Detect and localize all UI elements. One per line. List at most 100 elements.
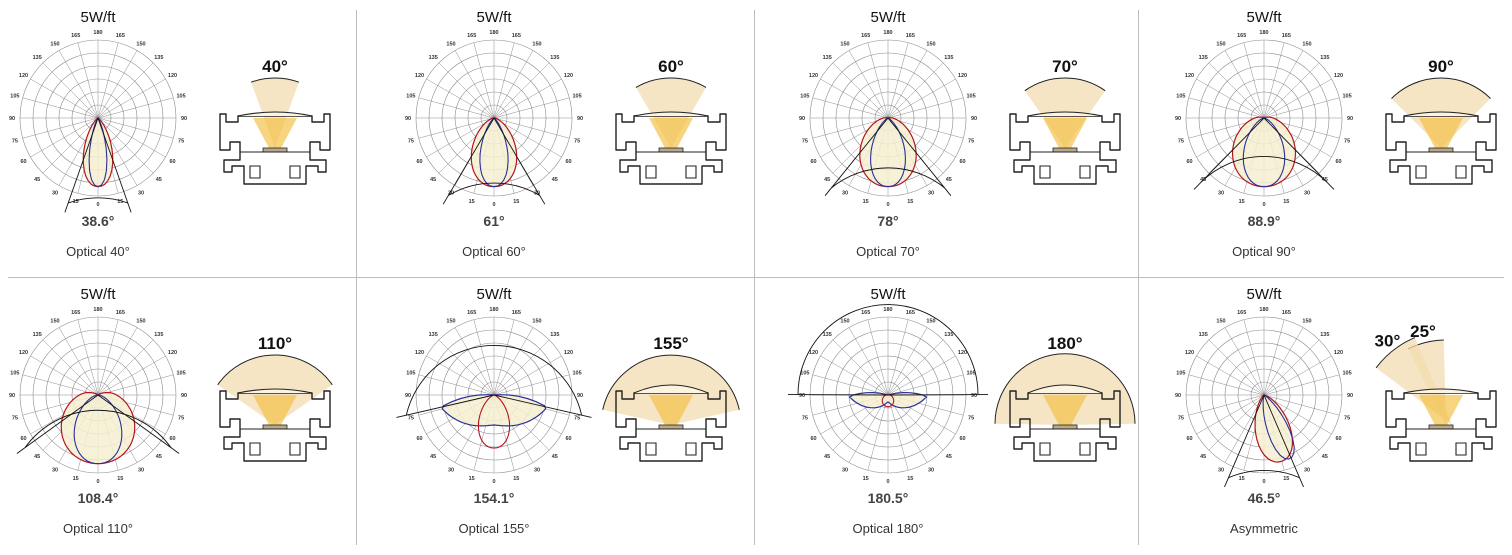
polar-tick-label: 60: [1335, 159, 1341, 165]
optic-caption: Optical 90°: [1232, 244, 1296, 259]
optic-angle-label: 110°: [258, 334, 292, 353]
polar-tick-label: 150: [926, 42, 935, 48]
polar-tick-label: 90: [181, 116, 187, 122]
beam-angle-indicator: [16, 394, 180, 454]
polar-tick-label: 15: [513, 199, 519, 205]
polar-tick-label: 45: [430, 177, 436, 183]
polar-tick-label: 0: [886, 202, 889, 208]
panel-graphic: 5W/ft 0 15 15 30 30 45 45 60 60 75 75 90 90 105 105 120 1…: [799, 9, 1121, 259]
channel-outline: [219, 390, 331, 462]
polar-tick-label: 15: [73, 476, 79, 482]
polar-tick-label: 150: [1216, 319, 1225, 325]
polar-tick-label: 150: [1302, 42, 1311, 48]
panel-graphic: 5W/ft 0 15 15 30 30 45 45 60 60 75 75 90 90 105 105 120 1…: [1175, 286, 1497, 536]
channel-slots: [249, 442, 301, 456]
divider-vertical-3: [1138, 10, 1139, 545]
polar-tick-label: 75: [574, 138, 580, 144]
optic-caption: Optical 155°: [459, 521, 530, 536]
beam-arc: [994, 353, 1136, 424]
optic-angle-label: 90°: [1428, 57, 1454, 76]
photometric-panel: 5W/ft 0 15 15 30 30 45 45 60 60 75 75 90 90 105 105 120 1…: [787, 277, 1168, 554]
polar-tick-label: 150: [1302, 319, 1311, 325]
polar-tick-label: 120: [564, 73, 573, 79]
polar-tick-label: 120: [168, 73, 177, 79]
polar-tick-label: 45: [552, 177, 558, 183]
polar-tick-label: 120: [1334, 350, 1343, 356]
polar-tick-label: 120: [415, 73, 424, 79]
polar-tick-label: 180: [489, 30, 498, 36]
divider-horizontal: [8, 277, 1504, 278]
beam-arc: [217, 354, 333, 386]
polar-tick-label: 105: [800, 371, 809, 377]
lens: [1403, 388, 1479, 394]
beam-arc: [1375, 337, 1416, 369]
optic-angle-label: 155°: [653, 334, 688, 353]
beam-angle-indicator: [787, 304, 989, 396]
polar-tick-label: 45: [946, 177, 952, 183]
polar-tick-label: 120: [564, 350, 573, 356]
led-glow: [253, 395, 297, 425]
polar-tick-label: 90: [577, 116, 583, 122]
panel-graphic: 5W/ft 0 15 15 30 30 45 45 60 60 75 75 90 90 105 105 120 1…: [787, 286, 1136, 536]
channel-outline: [615, 390, 727, 462]
optic-angle-label: 60°: [658, 57, 684, 76]
polar-tick-label: 135: [823, 332, 832, 338]
polar-tick-label: 120: [1185, 350, 1194, 356]
channel-outline: [1009, 113, 1121, 185]
polar-tick-label: 30: [1218, 191, 1224, 197]
polar-tick-label: 15: [1239, 476, 1245, 482]
power-rating-label: 5W/ft: [476, 286, 512, 303]
polar-tick-label: 135: [1320, 332, 1329, 338]
power-rating-label: 5W/ft: [80, 9, 116, 26]
polar-tick-label: 45: [946, 454, 952, 460]
optic-angle-label: 40°: [262, 57, 288, 76]
beam-angle-indicator: [824, 117, 952, 196]
power-rating-label: 5W/ft: [1246, 9, 1282, 26]
polar-tick-label: 75: [968, 138, 974, 144]
polar-tick-label: 180: [1259, 307, 1268, 313]
channel-slots: [645, 165, 697, 179]
polar-tick-label: 120: [415, 350, 424, 356]
polar-tick-label: 120: [809, 350, 818, 356]
beam-arc: [1391, 77, 1491, 99]
polar-tick-label: 90: [799, 116, 805, 122]
polar-tick-label: 75: [1178, 138, 1184, 144]
polar-tick-label: 165: [1237, 310, 1246, 316]
polar-tick-label: 165: [1282, 33, 1291, 39]
optic-angle-label: 30°: [1375, 331, 1401, 350]
polar-tick-label: 30: [534, 468, 540, 474]
power-rating-label: 5W/ft: [870, 9, 906, 26]
panel-graphic: 5W/ft 0 15 15 30 30 45 45 60 60 75 75 90 90 105 105 120 1…: [9, 9, 331, 259]
intensity-curves: [60, 391, 136, 465]
polar-tick-label: 165: [71, 310, 80, 316]
intensity-curve-c0: [470, 117, 518, 188]
polar-tick-label: 15: [907, 199, 913, 205]
channel-slots: [1039, 442, 1091, 456]
polar-tick-label: 135: [154, 55, 163, 61]
polar-tick-label: 75: [408, 415, 414, 421]
optic-caption: Optical 40°: [66, 244, 130, 259]
led-strip: [262, 424, 288, 430]
polar-tick-label: 30: [1304, 468, 1310, 474]
led-glow: [649, 395, 693, 425]
polar-tick-label: 0: [96, 202, 99, 208]
polar-tick-label: 135: [944, 55, 953, 61]
polar-tick-label: 120: [19, 73, 28, 79]
channel-slots: [1039, 165, 1091, 179]
led-strip: [1052, 424, 1078, 430]
polar-tick-label: 150: [136, 319, 145, 325]
photometric-panel: 5W/ft 0 15 15 30 30 45 45 60 60 75 75 90 90 105 105 120 1…: [1166, 277, 1512, 554]
measured-beam-angle: 78°: [877, 213, 898, 229]
polar-tick-label: 0: [492, 479, 495, 485]
polar-tick-label: 75: [408, 138, 414, 144]
polar-tick-label: 15: [863, 476, 869, 482]
optic-caption: Optical 60°: [462, 244, 526, 259]
led-strip: [262, 147, 288, 153]
polar-tick-label: 60: [1186, 436, 1192, 442]
polar-tick-label: 180: [93, 307, 102, 313]
polar-tick-label: 150: [136, 42, 145, 48]
intensity-curve-c90: [1262, 394, 1295, 460]
polar-tick-label: 45: [824, 177, 830, 183]
lens: [237, 111, 313, 117]
polar-tick-label: 165: [512, 310, 521, 316]
